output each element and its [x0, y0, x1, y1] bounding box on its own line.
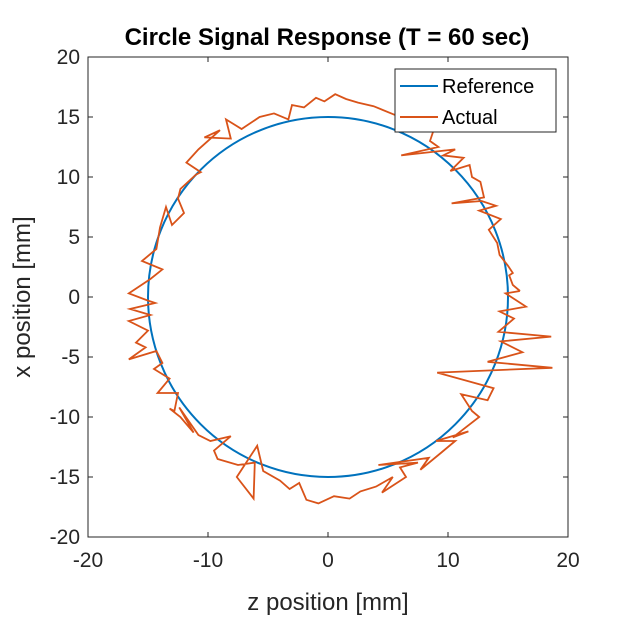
y-tick-label: 10	[57, 166, 80, 189]
y-tick-label: -20	[50, 526, 80, 549]
axes-box	[87, 56, 569, 538]
chart-title: Circle Signal Response (T = 60 sec)	[125, 24, 530, 51]
y-tick-label: 20	[57, 46, 80, 69]
legend-label-actual: Actual	[442, 107, 498, 129]
y-tick-label: 0	[68, 286, 80, 309]
y-tick-label: -15	[50, 466, 80, 489]
x-tick-label: 0	[322, 549, 334, 572]
actual-series-line	[126, 93, 553, 505]
x-tick-label: -10	[193, 549, 223, 572]
series-layer	[126, 93, 553, 505]
legend-box	[394, 68, 557, 133]
y-tick-label: 15	[57, 106, 80, 129]
y-axis-label: x position [mm]	[9, 216, 36, 377]
y-tick-label: 5	[68, 226, 80, 249]
legend: Reference Actual	[394, 68, 557, 133]
x-axis-label: z position [mm]	[247, 589, 408, 616]
legend-label-reference: Reference	[442, 76, 534, 98]
ticks-layer: -20 -10 0 10 20 -20 -15 -10 -5 0 5 10 15 20	[50, 46, 580, 572]
y-tick-label: -5	[61, 346, 80, 369]
x-tick-label: -20	[73, 549, 103, 572]
reference-series-line	[147, 116, 509, 478]
x-tick-label: 10	[436, 549, 459, 572]
plot-area: -20 -10 0 10 20 -20 -15 -10 -5 0 5 10 15 20	[50, 46, 580, 572]
x-tick-label: 20	[556, 549, 579, 572]
y-tick-label: -10	[50, 406, 80, 429]
